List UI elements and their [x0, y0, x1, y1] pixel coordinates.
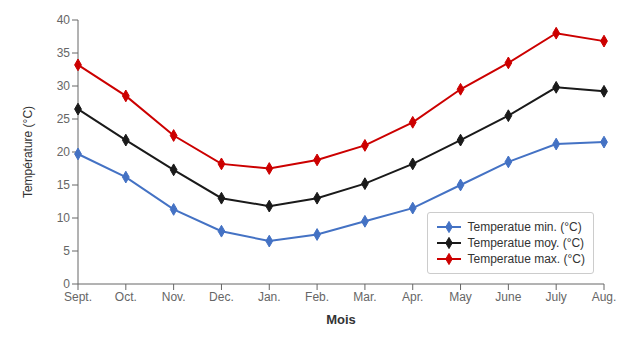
svg-text:5: 5 [63, 244, 70, 258]
svg-text:Apr.: Apr. [402, 290, 423, 304]
svg-text:25: 25 [57, 112, 71, 126]
svg-text:July: July [546, 290, 567, 304]
svg-text:40: 40 [57, 13, 71, 27]
svg-text:Mar.: Mar. [353, 290, 376, 304]
svg-text:Mois: Mois [326, 312, 356, 327]
svg-text:0: 0 [63, 277, 70, 291]
svg-text:Température (°C): Température (°C) [21, 106, 35, 198]
svg-text:Sept.: Sept. [64, 290, 92, 304]
html-text:Temperatue min. (°C): Temperatue min. (°C) [467, 220, 582, 234]
html-text:Temperatue max. (°C): Temperatue max. (°C) [467, 252, 585, 266]
svg-text:10: 10 [57, 211, 71, 225]
svg-text:Dec.: Dec. [209, 290, 234, 304]
svg-text:30: 30 [57, 79, 71, 93]
svg-text:Oct.: Oct. [115, 290, 137, 304]
svg-text:35: 35 [57, 46, 71, 60]
svg-text:May: May [449, 290, 472, 304]
svg-text:Aug.: Aug. [592, 290, 617, 304]
svg-text:20: 20 [57, 145, 71, 159]
svg-text:15: 15 [57, 178, 71, 192]
svg-text:Nov.: Nov. [162, 290, 186, 304]
html-text:Temperatue moy. (°C): Temperatue moy. (°C) [467, 236, 585, 250]
svg-text:Jan.: Jan. [258, 290, 281, 304]
svg-text:Feb.: Feb. [305, 290, 329, 304]
svg-text:June: June [495, 290, 521, 304]
